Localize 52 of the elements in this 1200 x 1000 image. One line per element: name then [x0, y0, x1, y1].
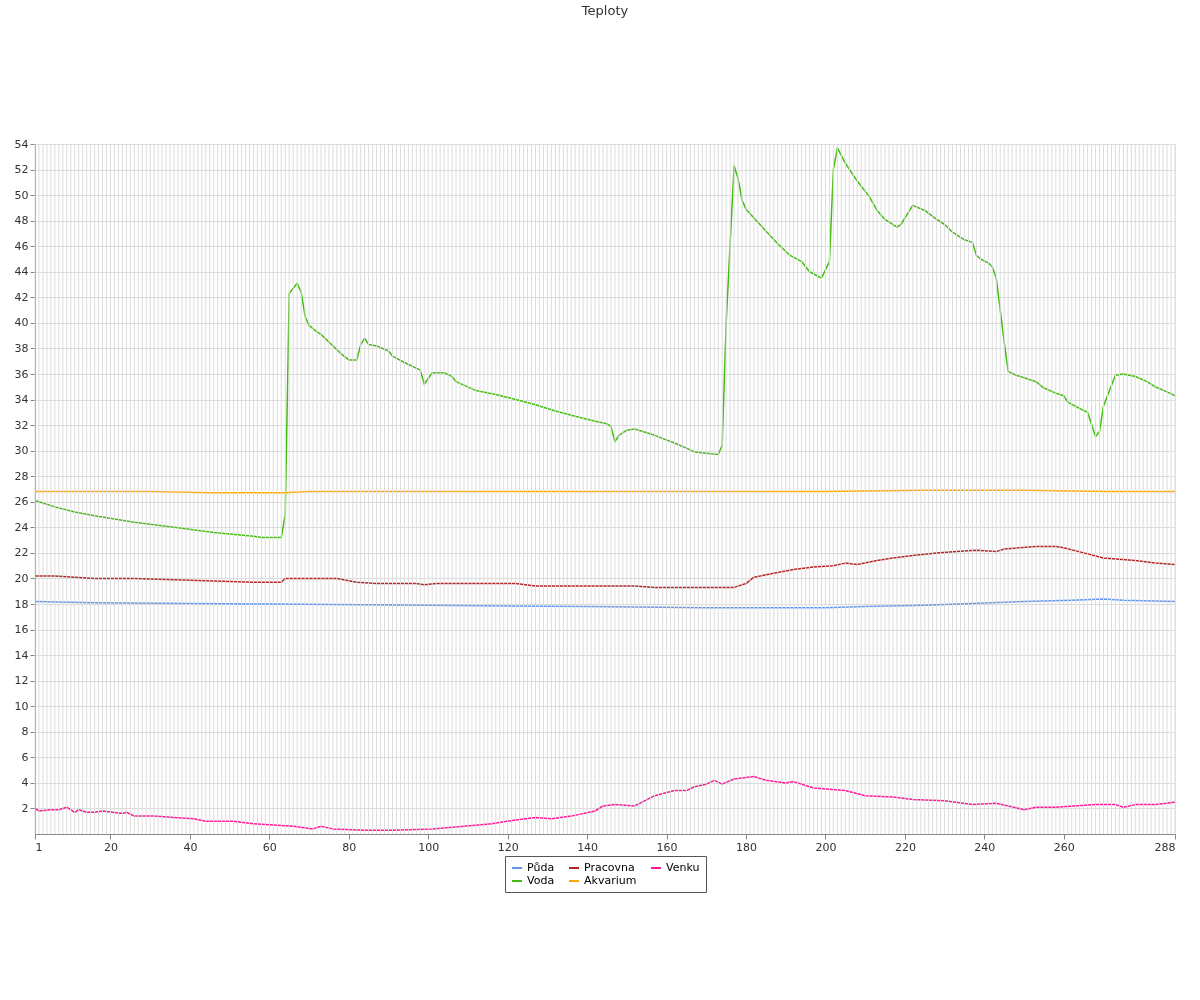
x-tick-label: 80 — [342, 840, 357, 854]
legend-label: Akvarium — [584, 874, 637, 887]
y-tick-label: 40 — [14, 316, 29, 330]
chart-title: Teploty — [580, 3, 629, 18]
y-tick-label: 32 — [14, 418, 29, 432]
x-tick-label: 100 — [418, 840, 440, 854]
x-tick-label: 20 — [103, 840, 118, 854]
line-series — [34, 147, 1176, 539]
y-tick-label: 54 — [14, 137, 29, 151]
y-tick-label: 46 — [14, 239, 29, 253]
x-tick-label: 140 — [577, 840, 599, 854]
x-tick-label: 260 — [1053, 840, 1075, 854]
legend-label: Půda — [527, 861, 555, 874]
y-tick-label: 42 — [14, 290, 29, 304]
y-tick-label: 4 — [21, 776, 29, 790]
y-tick-label: 52 — [14, 163, 29, 177]
y-tick-label: 28 — [14, 469, 29, 483]
x-tick-label: 220 — [894, 840, 916, 854]
x-tick-label: 180 — [736, 840, 758, 854]
y-tick-label: 30 — [14, 444, 29, 458]
x-tick-label: 160 — [656, 840, 678, 854]
x-tick-label: 288 — [1154, 840, 1176, 854]
x-tick-label: 40 — [183, 840, 198, 854]
x-tick-label: 60 — [262, 840, 277, 854]
line-series — [34, 775, 1176, 831]
y-tick-label: 10 — [14, 699, 29, 713]
y-tick-label: 18 — [14, 597, 29, 611]
y-tick-label: 36 — [14, 367, 29, 381]
legend-label: Voda — [527, 874, 555, 887]
x-tick-label: 200 — [815, 840, 837, 854]
y-tick-label: 20 — [14, 571, 29, 585]
y-tick-label: 38 — [14, 341, 29, 355]
y-tick-label: 34 — [14, 393, 29, 407]
legend-label: Venku — [666, 861, 700, 874]
line-series — [34, 545, 1176, 589]
y-tick-label: 2 — [21, 801, 29, 815]
y-tick-label: 14 — [14, 648, 29, 662]
y-tick-label: 48 — [14, 214, 29, 228]
x-tick-label: 1 — [35, 840, 43, 854]
y-tick-label: 12 — [14, 674, 29, 688]
y-tick-label: 8 — [21, 725, 29, 739]
y-tick-label: 24 — [14, 520, 29, 534]
x-tick-label: 240 — [974, 840, 996, 854]
y-tick-label: 26 — [14, 495, 29, 509]
line-series — [34, 598, 1176, 609]
legend-label: Pracovna — [584, 861, 635, 874]
y-tick-label: 22 — [14, 546, 29, 560]
y-tick-label: 6 — [21, 750, 29, 764]
y-tick-label: 16 — [14, 623, 29, 637]
y-tick-label: 50 — [14, 188, 29, 202]
x-tick-label: 120 — [497, 840, 519, 854]
y-tick-label: 44 — [14, 265, 29, 279]
